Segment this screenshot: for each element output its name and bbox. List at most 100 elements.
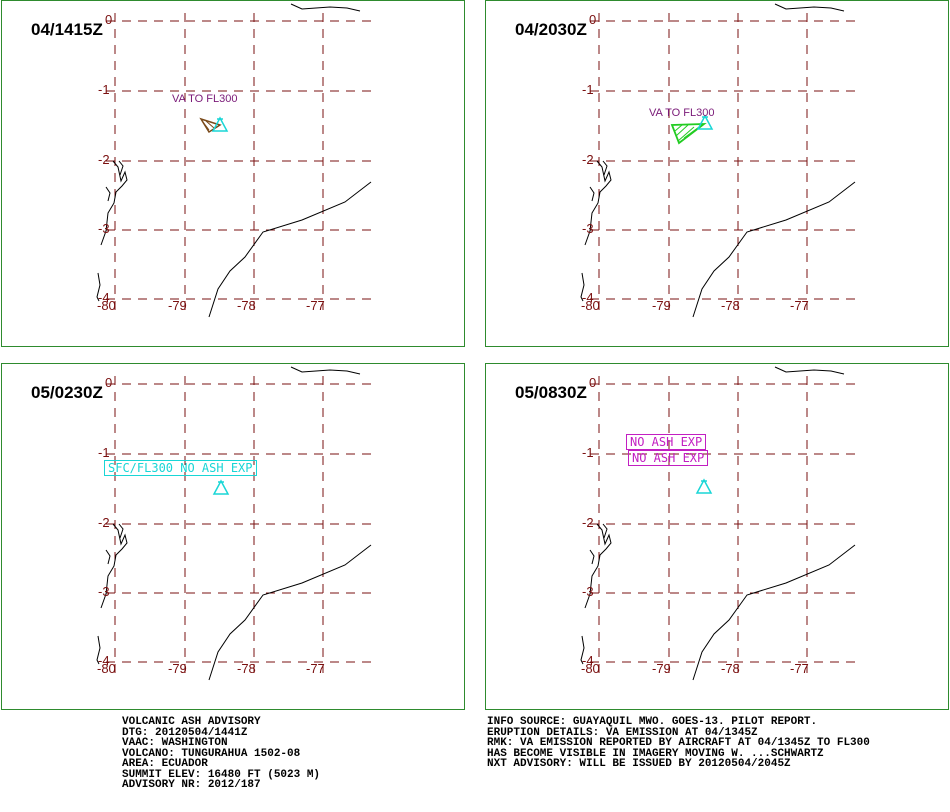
advisory-number: ADVISORY NR: 2012/187 — [122, 779, 261, 791]
latitude-label: -3 — [98, 221, 110, 236]
longitude-label: -77 — [790, 661, 809, 676]
longitude-label: -78 — [721, 661, 740, 676]
longitude-label: -80 — [581, 661, 600, 676]
longitude-label: -78 — [237, 298, 256, 313]
longitude-label: -79 — [168, 661, 187, 676]
map-panel-1: 04/1415Z VA TO FL300 0 -1 -2 -3 -4 -80 -79 -78 -… — [1, 0, 465, 347]
coastline-segment — [100, 160, 128, 246]
latitude-label: -3 — [98, 584, 110, 599]
latitude-label: -4 — [582, 290, 594, 305]
coastline — [96, 3, 372, 318]
longitude-label: -79 — [168, 298, 187, 313]
coastline-segment — [589, 186, 595, 202]
ash-polygon — [670, 123, 707, 145]
latitude-label: 0 — [105, 375, 113, 390]
latitude-label: -1 — [582, 445, 594, 460]
longitude-label: -79 — [652, 298, 671, 313]
ash-height-label: VA TO FL300 — [649, 107, 715, 119]
map-panel-3: 05/0230Z SFC/FL300 NO ASH EXP 0 -1 -2 -3 -4-… — [1, 363, 465, 710]
advisory-title: VOLCANIC ASH ADVISORY — [122, 716, 261, 728]
advisory-vaac: VAAC: WASHINGTON — [122, 737, 228, 749]
panel-timestamp: 05/0830Z — [515, 383, 587, 402]
latitude-label: -4 — [582, 653, 594, 668]
advisory-volcano: VOLCANO: TUNGURAHUA 1502-08 — [122, 747, 301, 760]
latitude-label: -4 — [98, 653, 110, 668]
volcano-icon — [212, 479, 230, 495]
longitude-label: -77 — [306, 298, 325, 313]
ash-overlay — [695, 478, 713, 494]
latitude-label: -2 — [582, 152, 594, 167]
coastline-segment — [589, 549, 595, 565]
coastline-segment — [602, 160, 608, 176]
latitude-label: -3 — [582, 221, 594, 236]
coastline-segment — [208, 544, 372, 681]
longitude-label: -77 — [790, 298, 809, 313]
longitude-label: -79 — [652, 661, 671, 676]
coastline-segment — [580, 635, 585, 665]
advisory-next: NXT ADVISORY: WILL BE ISSUED BY 20120504… — [487, 758, 791, 770]
advisory-summit-elev: SUMMIT ELEV: 16480 FT (5023 M) — [122, 768, 321, 781]
advisory-dtg: DTG: 20120504/1441Z — [122, 726, 248, 739]
coastline-segment — [96, 272, 101, 302]
advisory-info-source: INFO SOURCE: GUAYAQUIL MWO. GOES-13. PIL… — [487, 716, 818, 728]
advisory-info-right: INFO SOURCE: GUAYAQUIL MWO. GOES-13. PIL… — [487, 717, 870, 770]
coastline-segment — [118, 160, 124, 176]
volcano-icon — [696, 114, 714, 130]
map-panel-2: 04/2030Z VA TO FL300 0 -1 -2 -3 -4 -80 -79 -78 -… — [485, 0, 949, 347]
coastline-segment — [208, 181, 372, 318]
coastline-segment — [774, 3, 845, 12]
coastline-segment — [580, 272, 585, 302]
latitude-label: -3 — [582, 584, 594, 599]
panel-timestamp: 04/2030Z — [515, 20, 587, 39]
coastline-segment — [584, 523, 612, 609]
coastline-segment — [290, 3, 361, 12]
no-ash-label: NO ASH EXP — [628, 450, 709, 466]
basemap — [580, 366, 858, 681]
latitude-label: -1 — [582, 82, 594, 97]
longitude-label: -80 — [581, 298, 600, 313]
latitude-label: -4 — [98, 290, 110, 305]
coastline-segment — [118, 523, 124, 539]
coastline — [580, 366, 856, 681]
latitude-label: 0 — [589, 375, 597, 390]
advisory-eruption-details: ERUPTION DETAILS: VA EMISSION AT 04/1345… — [487, 726, 758, 739]
coastline-segment — [692, 544, 856, 681]
latitude-label: -1 — [98, 445, 110, 460]
coastline-segment — [105, 186, 111, 202]
panel-timestamp: 05/0230Z — [31, 383, 103, 402]
latitude-label: -2 — [98, 152, 110, 167]
longitude-label: -80 — [97, 298, 116, 313]
basemap — [580, 3, 858, 318]
latitude-label: 0 — [105, 12, 113, 27]
ash-overlay — [212, 479, 230, 495]
longitude-label: -78 — [237, 661, 256, 676]
longitude-label: -77 — [306, 661, 325, 676]
longitude-label: -80 — [97, 661, 116, 676]
ash-height-label: VA TO FL300 — [172, 93, 238, 105]
coastline — [96, 366, 372, 681]
advisory-remark-cont: HAS BECOME VISIBLE IN IMAGERY MOVING W. … — [487, 747, 824, 760]
panel-timestamp: 04/1415Z — [31, 20, 103, 39]
latitude-label: -2 — [98, 515, 110, 530]
coastline-segment — [290, 366, 361, 375]
ash-overlay — [199, 116, 229, 134]
no-ash-label: NO ASH EXP — [626, 434, 707, 450]
basemap — [96, 366, 374, 681]
volcano-icon — [695, 478, 713, 494]
latitude-label: -2 — [582, 515, 594, 530]
coastline — [580, 3, 856, 318]
volcano-icon — [211, 116, 229, 132]
coastline-segment — [105, 549, 111, 565]
ash-overlay — [670, 114, 714, 145]
longitude-label: -78 — [721, 298, 740, 313]
advisory-info-left: VOLCANIC ASH ADVISORY DTG: 20120504/1441… — [122, 717, 320, 791]
coastline-segment — [692, 181, 856, 318]
lat-lon-grid — [106, 13, 374, 313]
coastline-segment — [602, 523, 608, 539]
coastline-segment — [100, 523, 128, 609]
map-panel-4: 05/0830Z NO ASH EXP NO ASH EXP 0 -1 -2 -3 -4… — [485, 363, 949, 710]
no-ash-label: SFC/FL300 NO ASH EXP — [104, 460, 257, 476]
basemap — [96, 3, 374, 318]
advisory-remark: RMK: VA EMISSION REPORTED BY AIRCRAFT AT… — [487, 737, 870, 749]
coastline-segment — [96, 635, 101, 665]
